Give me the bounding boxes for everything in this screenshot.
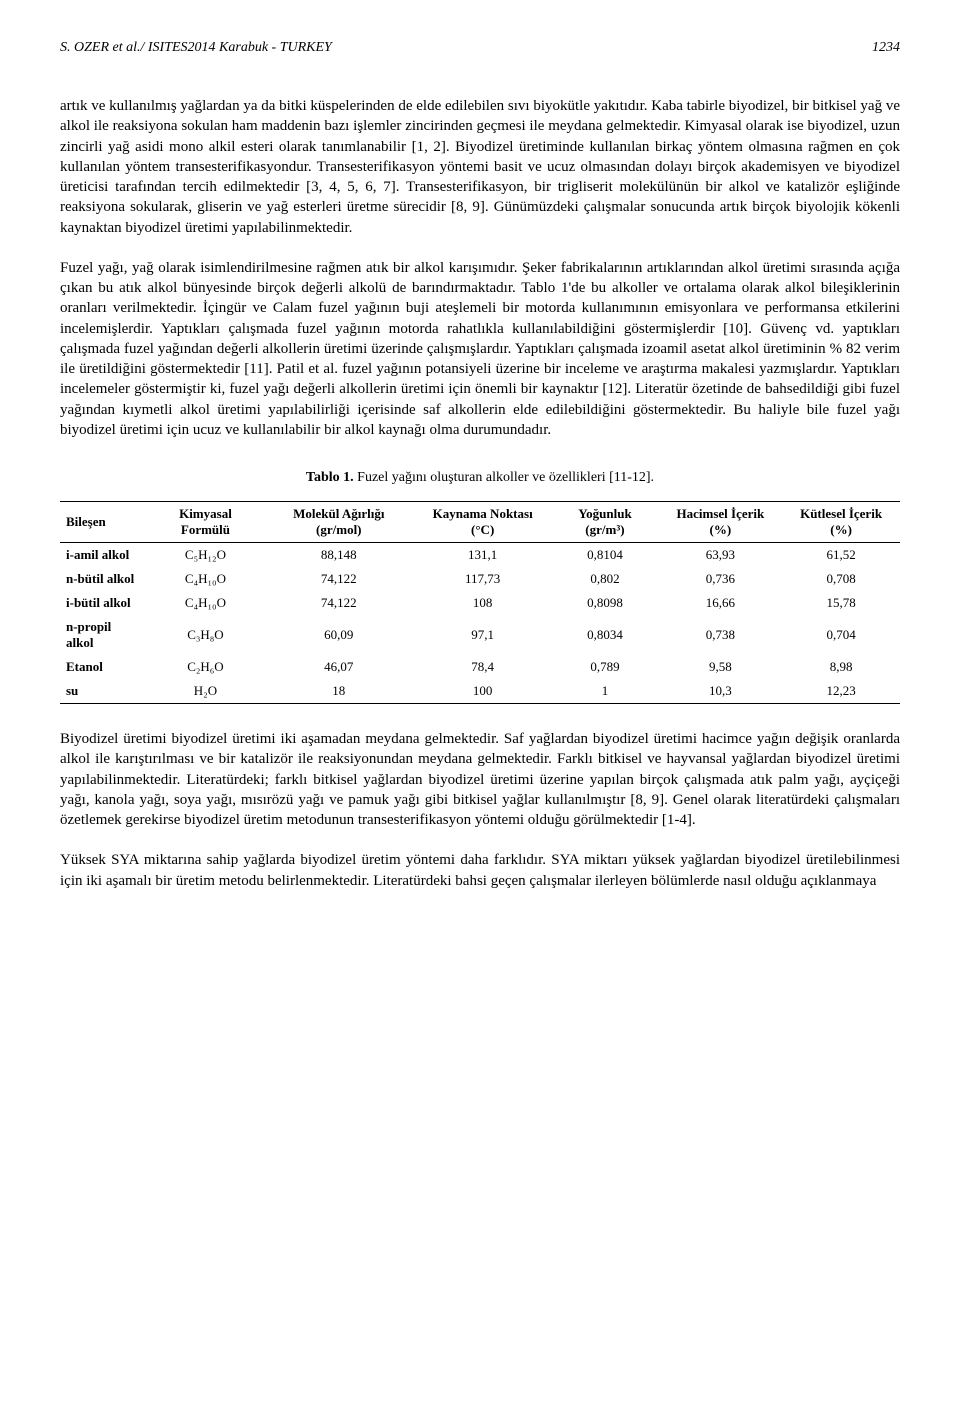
col-bilesen: Bileşen bbox=[60, 502, 147, 543]
table-row: n-bütil alkol C₄H₁₀O 74,122 117,73 0,802… bbox=[60, 567, 900, 591]
cell: 0,8098 bbox=[551, 591, 658, 615]
alkol-table: Bileşen Kimyasal Formülü Molekül Ağırlığ… bbox=[60, 501, 900, 704]
cell: i-amil alkol bbox=[60, 543, 147, 568]
cell: 61,52 bbox=[782, 543, 900, 568]
cell: C₄H₁₀O bbox=[147, 567, 263, 591]
paragraph-1: artık ve kullanılmış yağlardan ya da bit… bbox=[60, 96, 900, 238]
col-agirlik: Molekül Ağırlığı (gr/mol) bbox=[264, 502, 414, 543]
cell: 15,78 bbox=[782, 591, 900, 615]
cell: 0,708 bbox=[782, 567, 900, 591]
cell: 12,23 bbox=[782, 679, 900, 704]
page-header: S. OZER et al./ ISITES2014 Karabuk - TUR… bbox=[60, 40, 900, 56]
cell: n-bütil alkol bbox=[60, 567, 147, 591]
table-row: n-propil alkol C₃H₈O 60,09 97,1 0,8034 0… bbox=[60, 615, 900, 655]
cell: 0,738 bbox=[659, 615, 783, 655]
paragraph-3: Biyodizel üretimi biyodizel üretimi iki … bbox=[60, 729, 900, 830]
cell: 16,66 bbox=[659, 591, 783, 615]
cell: 0,704 bbox=[782, 615, 900, 655]
cell: 74,122 bbox=[264, 591, 414, 615]
table-row: i-bütil alkol C₄H₁₀O 74,122 108 0,8098 1… bbox=[60, 591, 900, 615]
col-kaynama: Kaynama Noktası (°C) bbox=[414, 502, 551, 543]
cell: 108 bbox=[414, 591, 551, 615]
cell: 0,8034 bbox=[551, 615, 658, 655]
cell: C₄H₁₀O bbox=[147, 591, 263, 615]
cell: 0,736 bbox=[659, 567, 783, 591]
cell: Etanol bbox=[60, 655, 147, 679]
table-row: Etanol C₂H₆O 46,07 78,4 0,789 9,58 8,98 bbox=[60, 655, 900, 679]
cell: 0,8104 bbox=[551, 543, 658, 568]
table-caption: Tablo 1. Fuzel yağını oluşturan alkoller… bbox=[60, 470, 900, 486]
col-hacimsel: Hacimsel İçerik (%) bbox=[659, 502, 783, 543]
paragraph-4: Yüksek SYA miktarına sahip yağlarda biyo… bbox=[60, 850, 900, 891]
cell: C₅H₁₂O bbox=[147, 543, 263, 568]
page-number: 1234 bbox=[872, 40, 900, 56]
cell: C₃H₈O bbox=[147, 615, 263, 655]
table-caption-label: Tablo 1. bbox=[306, 470, 354, 485]
cell: 78,4 bbox=[414, 655, 551, 679]
cell: 74,122 bbox=[264, 567, 414, 591]
cell: n-propil alkol bbox=[60, 615, 147, 655]
cell: 0,789 bbox=[551, 655, 658, 679]
cell: 10,3 bbox=[659, 679, 783, 704]
cell: 63,93 bbox=[659, 543, 783, 568]
table-caption-text: Fuzel yağını oluşturan alkoller ve özell… bbox=[354, 470, 654, 485]
col-yogunluk: Yoğunluk (gr/m³) bbox=[551, 502, 658, 543]
cell: 8,98 bbox=[782, 655, 900, 679]
table-row: i-amil alkol C₅H₁₂O 88,148 131,1 0,8104 … bbox=[60, 543, 900, 568]
cell: H₂O bbox=[147, 679, 263, 704]
cell: i-bütil alkol bbox=[60, 591, 147, 615]
cell: 0,802 bbox=[551, 567, 658, 591]
cell: 97,1 bbox=[414, 615, 551, 655]
cell: 46,07 bbox=[264, 655, 414, 679]
cell: 131,1 bbox=[414, 543, 551, 568]
table-body: i-amil alkol C₅H₁₂O 88,148 131,1 0,8104 … bbox=[60, 543, 900, 704]
cell: 1 bbox=[551, 679, 658, 704]
col-kutlesel: Kütlesel İçerik (%) bbox=[782, 502, 900, 543]
cell: 60,09 bbox=[264, 615, 414, 655]
table-row: su H₂O 18 100 1 10,3 12,23 bbox=[60, 679, 900, 704]
cell: 18 bbox=[264, 679, 414, 704]
paragraph-2: Fuzel yağı, yağ olarak isimlendirilmesin… bbox=[60, 258, 900, 440]
col-formul: Kimyasal Formülü bbox=[147, 502, 263, 543]
cell: 100 bbox=[414, 679, 551, 704]
header-left: S. OZER et al./ ISITES2014 Karabuk - TUR… bbox=[60, 40, 332, 56]
cell: 117,73 bbox=[414, 567, 551, 591]
cell: 88,148 bbox=[264, 543, 414, 568]
cell: 9,58 bbox=[659, 655, 783, 679]
cell: C₂H₆O bbox=[147, 655, 263, 679]
cell: su bbox=[60, 679, 147, 704]
table-header-row: Bileşen Kimyasal Formülü Molekül Ağırlığ… bbox=[60, 502, 900, 543]
